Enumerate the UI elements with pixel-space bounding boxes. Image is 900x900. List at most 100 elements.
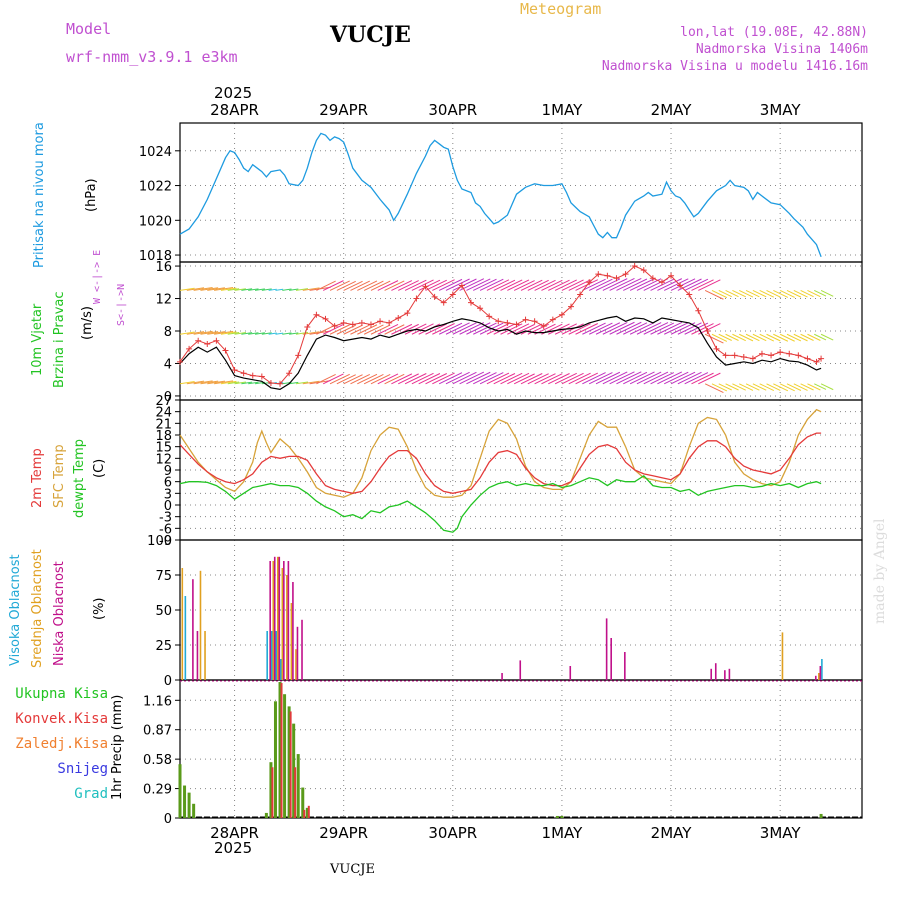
- wind-barb: [588, 278, 613, 291]
- wind-barb: [268, 288, 277, 291]
- wind-barb: [766, 383, 781, 391]
- wind-gust-marker: [586, 279, 593, 286]
- wind-barb: [561, 372, 584, 385]
- wind-barb: [718, 333, 732, 341]
- wind-gust-marker: [195, 337, 202, 344]
- y-tick-label: 0.58: [143, 753, 172, 768]
- wind-gust-marker: [331, 323, 338, 330]
- wind-gust-marker: [431, 293, 438, 300]
- day-label-top: 29APR: [319, 101, 368, 119]
- y-tick-label: 100: [147, 534, 172, 549]
- cloud-bar: [818, 673, 820, 680]
- wind-gust-marker: [622, 271, 629, 278]
- wind-barb: [282, 288, 292, 291]
- cloud-bar: [278, 556, 281, 680]
- cloud-bar: [184, 596, 187, 680]
- y-tick-label: 1022: [139, 180, 172, 195]
- wind-barb: [500, 279, 523, 291]
- cloud-bar: [821, 659, 823, 680]
- wind-barb: [588, 322, 613, 335]
- wind-barb: [548, 279, 570, 291]
- wind-gust-marker: [386, 319, 393, 326]
- wind-barb: [214, 380, 234, 385]
- wind-barb: [711, 289, 728, 299]
- wind-barb: [595, 371, 621, 385]
- wind-gust-marker: [504, 319, 511, 326]
- model-elevation: Nadmorska Visina u modelu 1416.16m: [601, 59, 868, 74]
- wind-gust-marker: [695, 307, 702, 314]
- wind-barb: [739, 289, 754, 298]
- wind-barb: [179, 381, 195, 385]
- wind-barb: [493, 373, 516, 385]
- wind-barb: [520, 279, 543, 291]
- wind-barb: [507, 323, 530, 335]
- wind-barb: [357, 373, 378, 385]
- wind-gust-marker: [440, 299, 447, 306]
- wind-barb: [404, 279, 427, 291]
- wind-gust-marker: [722, 352, 729, 359]
- wind-barb: [814, 383, 827, 390]
- wind-barb: [200, 380, 219, 385]
- wind-barb: [554, 372, 577, 385]
- cloud-bar: [270, 631, 273, 680]
- wind-barb: [698, 279, 721, 291]
- wind-barb: [363, 280, 384, 291]
- y-tick-label: 15: [155, 441, 172, 456]
- wind-barb: [691, 279, 714, 291]
- cloud-bar: [269, 561, 271, 680]
- wind-barb: [629, 322, 655, 335]
- wind-barb: [289, 332, 299, 335]
- wind-gust-marker: [349, 321, 356, 328]
- wind-barb: [254, 288, 265, 291]
- precip-bar-total: [278, 682, 282, 818]
- wind-gust-marker: [277, 380, 284, 387]
- wind-barb: [779, 333, 795, 342]
- wind-barb: [513, 280, 535, 291]
- wind-barb: [568, 279, 591, 291]
- cloud-bar: [275, 631, 278, 680]
- wind-barb: [357, 324, 378, 335]
- wind-gust-marker: [449, 291, 456, 298]
- wind-gust-marker: [731, 352, 738, 359]
- wind-barb: [227, 332, 240, 335]
- wind-barb: [527, 279, 549, 291]
- wind-barb: [329, 324, 350, 335]
- day-label-bottom: 28APR: [210, 824, 259, 842]
- wind-gust-marker: [513, 321, 520, 328]
- wind-barb: [548, 373, 570, 385]
- wind-barb: [404, 373, 427, 385]
- wind-barb: [507, 372, 530, 385]
- wind-barb: [214, 330, 234, 335]
- wind-gust-marker: [313, 311, 320, 318]
- cloud-bar: [296, 626, 299, 680]
- wind-barb: [418, 279, 441, 291]
- wind-barb: [323, 373, 344, 385]
- wind-barb: [616, 321, 642, 335]
- wind-barb: [786, 289, 802, 298]
- y-tick-label: 25: [155, 639, 172, 654]
- wind-barb: [323, 324, 344, 335]
- precip-bar-conv: [280, 683, 283, 818]
- y-tick-label: 0: [164, 674, 172, 689]
- wind-barb: [623, 322, 648, 335]
- day-label-bottom: 2MAY: [651, 824, 693, 842]
- wind-barb: [493, 279, 516, 291]
- precip-bar-total: [560, 815, 564, 818]
- wind-gust-marker: [740, 353, 747, 360]
- wind-barb: [711, 383, 728, 392]
- y-tick-label: 9: [164, 464, 172, 479]
- precip-bar-conv: [289, 711, 292, 818]
- wind-barb: [411, 323, 434, 335]
- wind-barb: [759, 289, 775, 298]
- wind-barb: [773, 333, 789, 342]
- cloud-bar: [301, 619, 303, 680]
- y-tick-label: 0: [164, 390, 172, 405]
- wind-barb: [807, 333, 821, 341]
- y-tick-label: 0.87: [143, 724, 172, 739]
- wind-barb: [725, 383, 739, 391]
- wind-barb: [363, 324, 384, 335]
- cloud-bar: [290, 603, 293, 680]
- wind-barb: [670, 371, 696, 385]
- day-label-bottom: 3MAY: [760, 824, 802, 842]
- wind-barb: [752, 333, 767, 342]
